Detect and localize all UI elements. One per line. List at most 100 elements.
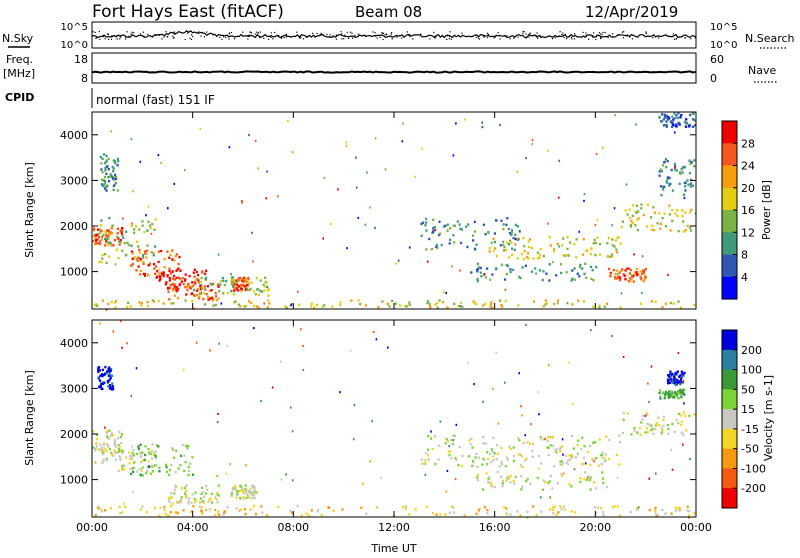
heatmap-cell — [203, 285, 206, 288]
power-colorbar-label: Power [dB] — [760, 180, 773, 240]
nsearch-tick-bottom: 10^0 — [710, 40, 737, 51]
heatmap-cell — [195, 289, 199, 292]
heatmap-cell — [484, 276, 487, 279]
heatmap-cell — [219, 280, 222, 283]
heatmap-cell — [504, 465, 507, 468]
heatmap-cell — [487, 231, 490, 234]
heatmap-cell — [633, 271, 637, 274]
heatmap-cell — [518, 372, 520, 375]
heatmap-cell — [636, 273, 639, 277]
heatmap-cell — [121, 466, 124, 470]
nsearch-dot — [340, 31, 342, 33]
heatmap-cell — [139, 452, 142, 455]
heatmap-cell — [458, 445, 461, 448]
nsearch-dot — [573, 38, 576, 40]
heatmap-cell — [126, 305, 129, 309]
heatmap-cell — [520, 474, 523, 478]
heatmap-cell — [576, 444, 579, 447]
heatmap-cell — [173, 492, 176, 495]
heatmap-cell — [451, 442, 454, 446]
heatmap-cell — [210, 283, 213, 286]
heatmap-cell — [139, 273, 142, 276]
heatmap-cell — [503, 505, 506, 509]
heatmap-cell — [196, 293, 199, 297]
heatmap-cell — [364, 223, 367, 226]
heatmap-cell — [108, 180, 111, 183]
heatmap-cell — [514, 243, 517, 246]
heatmap-cell — [661, 113, 664, 116]
heatmap-cell — [679, 391, 682, 394]
heatmap-cell — [183, 486, 187, 490]
heatmap-cell — [479, 266, 482, 270]
heatmap-cell — [499, 123, 501, 126]
heatmap-cell — [254, 293, 257, 296]
heatmap-cell — [141, 451, 144, 454]
heatmap-cell — [108, 366, 111, 369]
heatmap-cell — [678, 375, 681, 378]
heatmap-cell — [292, 325, 295, 328]
heatmap-cell — [630, 273, 633, 277]
heatmap-cell — [200, 497, 203, 500]
heatmap-cell — [250, 497, 254, 500]
heatmap-cell — [627, 280, 630, 283]
heatmap-cell — [158, 272, 161, 275]
heatmap-cell — [239, 283, 243, 287]
heatmap-cell — [559, 450, 562, 453]
heatmap-cell — [210, 501, 213, 504]
nsearch-dot — [401, 37, 403, 39]
heatmap-cell — [504, 381, 506, 384]
nsearch-dot — [228, 38, 230, 40]
nsearch-dot — [384, 34, 386, 36]
nsearch-dot — [623, 31, 625, 33]
heatmap-cell — [359, 302, 362, 306]
nave-tick-top: 60 — [710, 53, 724, 66]
heatmap-cell — [404, 304, 407, 308]
heatmap-cell — [507, 243, 511, 246]
heatmap-cell — [538, 253, 541, 256]
power-panel-frame — [91, 111, 697, 310]
heatmap-cell — [172, 277, 175, 280]
heatmap-cell — [233, 289, 236, 292]
heatmap-cell — [592, 279, 595, 282]
nsearch-dot — [617, 33, 619, 36]
heatmap-cell — [408, 303, 411, 307]
heatmap-cell — [230, 492, 233, 495]
heatmap-cell — [366, 171, 368, 174]
nsearch-dot — [562, 32, 564, 34]
heatmap-cell — [518, 230, 521, 233]
heatmap-cell — [595, 265, 598, 269]
heatmap-cell — [673, 430, 676, 433]
heatmap-cell — [671, 468, 674, 471]
heatmap-cell — [166, 250, 169, 253]
heatmap-cell — [662, 424, 665, 427]
heatmap-cell — [508, 232, 512, 235]
heatmap-cell — [217, 484, 220, 487]
heatmap-cell — [658, 170, 661, 173]
heatmap-cell — [622, 273, 625, 276]
heatmap-cell — [96, 228, 100, 231]
heatmap-cell — [535, 272, 537, 275]
heatmap-cell — [677, 422, 680, 425]
heatmap-cell — [197, 297, 200, 300]
heatmap-cell — [169, 272, 172, 275]
heatmap-cell — [642, 213, 645, 217]
heatmap-cell — [532, 300, 536, 303]
nsearch-dot — [495, 34, 498, 36]
heatmap-cell — [121, 449, 124, 453]
nsearch-dot — [354, 34, 356, 36]
heatmap-cell — [452, 439, 455, 442]
heatmap-cell — [660, 432, 663, 435]
heatmap-cell — [671, 125, 674, 129]
heatmap-cell — [101, 451, 104, 454]
heatmap-cell — [297, 290, 299, 293]
heatmap-cell — [147, 447, 150, 451]
heatmap-cell — [148, 451, 151, 454]
heatmap-cell — [261, 290, 264, 293]
heatmap-cell — [187, 502, 190, 505]
heatmap-cell — [615, 248, 618, 251]
heatmap-cell — [408, 301, 411, 304]
nsearch-dot — [147, 33, 149, 36]
heatmap-cell — [242, 495, 245, 498]
heatmap-cell — [237, 289, 240, 292]
heatmap-cell — [130, 264, 133, 267]
